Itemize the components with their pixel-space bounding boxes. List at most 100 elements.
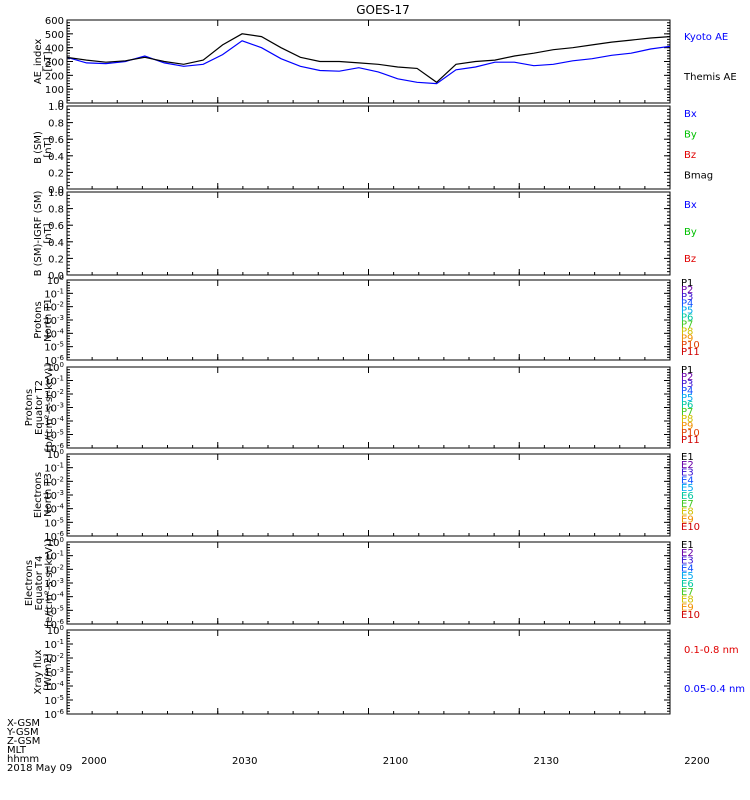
legend-item: P1 [681,278,693,289]
y-tick-label: 600 [45,16,64,27]
legend-item: E8 [681,507,694,518]
y-tick-label: 1.0 [48,188,64,199]
x-tick-label: 2030 [232,756,257,767]
legend-item: P6 [681,400,693,411]
y-tick-label: 0.2 [48,168,64,179]
legend-item: P7 [681,319,693,330]
panel-frame [66,629,671,715]
legend-item: E6 [681,579,694,590]
panel-3: 1.0 0.8 0.6 0.4 0.2 0.0 B (SM)-IGRF (SM) [nT] Bx… [33,188,697,282]
y-tick-label: 0.4 [48,152,64,163]
y-axis-label: Electrons [33,472,44,518]
legend-item: E4 [681,475,694,486]
legend-item: E3 [681,556,694,567]
y-tick-label: 500 [45,30,64,41]
legend-item: P8 [681,326,693,337]
y-axis-label: North T1 [43,298,54,342]
legend-item: Bz [684,254,696,265]
legend-item: P2 [681,372,693,383]
y-tick-label: 10-6 [44,708,64,721]
y-axis-label: North T3 [43,473,54,517]
series-line-kyoto-ae [66,40,671,85]
y-tick-label: 10-5 [44,694,64,707]
legend-item: E10 [681,610,700,621]
legend-item: E5 [681,483,694,494]
y-axis-label: AE_index [33,39,44,85]
legend-item: By [684,227,697,238]
legend-item: Bz [684,150,696,161]
legend-item: E3 [681,468,694,479]
legend-item: P5 [681,306,693,317]
legend-item: P8 [681,414,693,425]
x-tick-label: 2130 [534,756,559,767]
y-tick-label: 100 [47,448,64,461]
y-tick-label: 400 [45,44,64,55]
y-tick-label: 100 [47,624,64,637]
x-row-label: 2018 May 09 [7,763,72,774]
y-tick-label: 1.0 [48,102,64,113]
legend-item: P1 [681,365,693,376]
y-axis-label: Electrons [24,560,35,606]
y-tick-label: 0.2 [48,254,64,265]
x-row-label: X-GSM [7,718,40,729]
legend-item: P6 [681,313,693,324]
legend-item: P4 [681,386,693,397]
y-axis-label: Equator T4 [34,556,45,611]
y-axis-label: [nT] [43,51,54,71]
legend-item: Bx [684,109,697,120]
y-tick-label: 0.0 [48,271,64,282]
legend-item: Bmag [684,171,713,182]
y-tick-label: 10-1 [44,462,64,475]
panel-1: 600 500 400 300 200 100 0 AE_index [nT] Kyoto AE T… [33,16,737,110]
plot-title: GOES-17 [356,3,410,17]
y-tick-label: 100 [45,85,64,96]
legend-item: P10 [681,428,700,439]
y-axis-label: [p/(cm²-s-sr-keV)] [44,364,55,452]
panel-frame [66,19,671,104]
legend-item: E2 [681,460,694,471]
legend-item: E7 [681,587,694,598]
y-axis-label: B (SM) [33,131,44,164]
legend-item: P10 [681,340,700,351]
y-axis-label: Equator T2 [34,380,45,435]
y-axis-label: Protons [33,301,44,338]
legend-item: P9 [681,421,693,432]
legend-item: E6 [681,491,694,502]
panel-frame [66,279,671,361]
panel-frame [66,105,671,190]
y-axis-label: [nT] [43,137,54,157]
panel-frame [66,453,671,537]
y-tick-label: 0.4 [48,238,64,249]
y-tick-label: 0.6 [48,221,64,232]
legend-item: 0.05-0.4 nm [684,684,745,695]
x-tick-label: 2000 [81,756,106,767]
legend-item: E5 [681,571,694,582]
panel-frame [66,366,671,449]
series-line-themis-ae [66,33,671,84]
legend-item: P4 [681,299,693,310]
x-tick-label: 2200 [684,756,709,767]
legend-item: E1 [681,540,694,551]
panel-frame [66,191,671,276]
y-tick-label: 0.8 [48,205,64,216]
y-axis-label: [e/(cm²-s-sr-keV)] [44,539,55,627]
legend-item: P11 [681,347,700,358]
legend-item: E9 [681,514,694,525]
x-row-label: Z-GSM [7,736,40,747]
legend-item: P11 [681,435,700,446]
legend-item: E2 [681,548,694,559]
y-axis-label: Protons [24,389,35,426]
y-tick-label: 200 [45,71,64,82]
legend-item: P3 [681,292,693,303]
y-tick-label: 0.8 [48,119,64,130]
y-tick-label: 0.6 [48,135,64,146]
panel-2: 1.0 0.8 0.6 0.4 0.2 0.0 B (SM) [nT] Bx By Bz Bmag [33,102,713,196]
y-tick-label: 10-5 [44,516,64,529]
x-axis-labels: 2000 2030 2100 2130 2200 X-GSMY-GSMZ-GSMMLThh… [6,718,710,774]
